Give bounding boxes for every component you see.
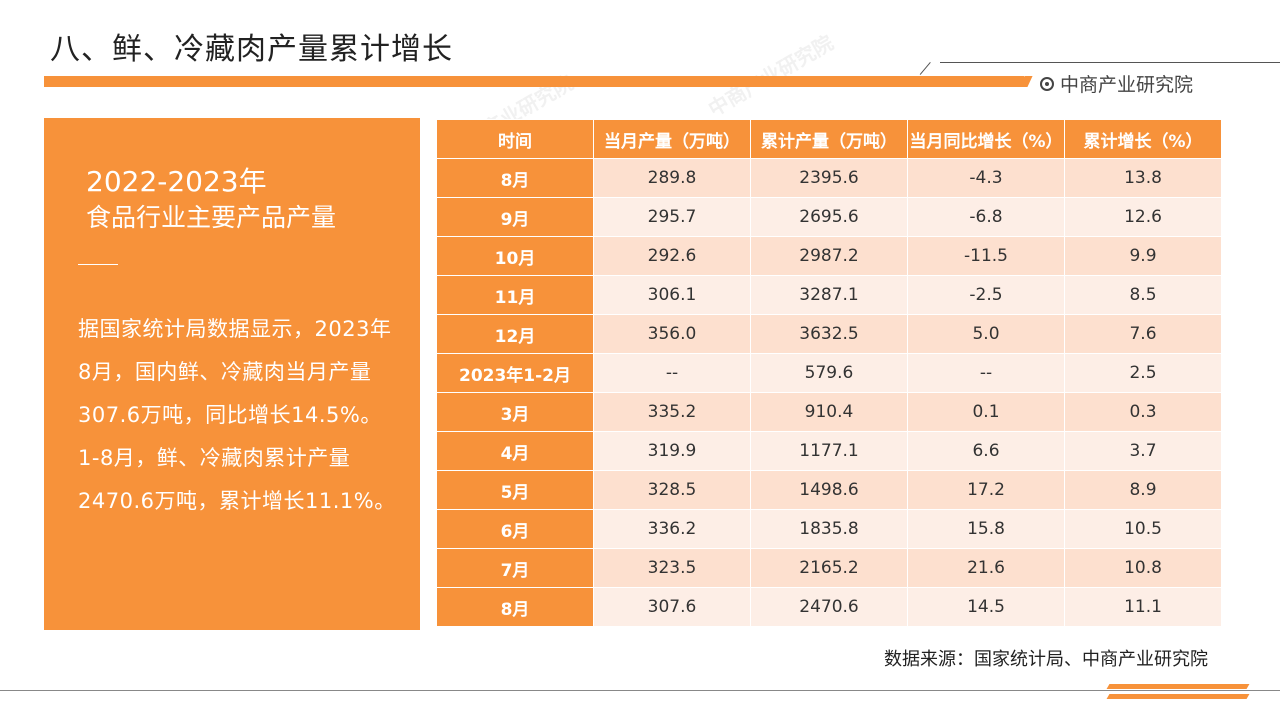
table-cell: 7.6 (1064, 314, 1222, 354)
table-row: 9月 295.7 2695.6 -6.8 12.6 (436, 197, 1222, 237)
table-cell: 9.9 (1064, 236, 1222, 276)
row-label: 3月 (436, 392, 594, 432)
table-cell: 307.6 (593, 587, 751, 627)
title-underline-bar (44, 76, 1024, 87)
table-cell: 1498.6 (750, 470, 908, 510)
table-cell: 5.0 (907, 314, 1065, 354)
header-stripes (1004, 76, 1044, 87)
table-row: 8月 289.8 2395.6 -4.3 13.8 (436, 158, 1222, 198)
table-row: 8月 307.6 2470.6 14.5 11.1 (436, 587, 1222, 627)
table-cell: 21.6 (907, 548, 1065, 588)
table-cell: 2695.6 (750, 197, 908, 237)
row-label: 4月 (436, 431, 594, 471)
table-cell: -11.5 (907, 236, 1065, 276)
table-cell: 910.4 (750, 392, 908, 432)
table-cell: 579.6 (750, 353, 908, 393)
footer-divider (0, 690, 1280, 691)
table-row: 12月 356.0 3632.5 5.0 7.6 (436, 314, 1222, 354)
brand-logo: 中商产业研究院 (1040, 70, 1193, 97)
table-row: 11月 306.1 3287.1 -2.5 8.5 (436, 275, 1222, 315)
table-cell: -- (907, 353, 1065, 393)
table-row: 5月 328.5 1498.6 17.2 8.9 (436, 470, 1222, 510)
table-cell: 2395.6 (750, 158, 908, 198)
table-cell: 10.8 (1064, 548, 1222, 588)
column-header: 当月同比增长（%） (907, 119, 1065, 159)
table-cell: 328.5 (593, 470, 751, 510)
row-label: 7月 (436, 548, 594, 588)
table-cell: 3287.1 (750, 275, 908, 315)
table-cell: 292.6 (593, 236, 751, 276)
production-table: 时间 当月产量（万吨） 累计产量（万吨） 当月同比增长（%） 累计增长（%） 8月 289… (436, 119, 1222, 627)
table-row: 7月 323.5 2165.2 21.6 10.8 (436, 548, 1222, 588)
table-cell: 0.1 (907, 392, 1065, 432)
row-label: 5月 (436, 470, 594, 510)
table-cell: 2470.6 (750, 587, 908, 627)
table-cell: -- (593, 353, 751, 393)
row-label: 8月 (436, 587, 594, 627)
summary-panel: 2022-2023年 食品行业主要产品产量 据国家统计局数据显示，2023年8月… (44, 118, 420, 630)
table-cell: 319.9 (593, 431, 751, 471)
row-label: 9月 (436, 197, 594, 237)
table-cell: 1177.1 (750, 431, 908, 471)
table-cell: 2165.2 (750, 548, 908, 588)
summary-year: 2022-2023年 (86, 165, 267, 198)
summary-subtitle: 食品行业主要产品产量 (86, 203, 337, 232)
watermark: 中商产业研究院 (704, 30, 838, 122)
table-cell: 335.2 (593, 392, 751, 432)
table-cell: 10.5 (1064, 509, 1222, 549)
table-row: 10月 292.6 2987.2 -11.5 9.9 (436, 236, 1222, 276)
column-header: 累计增长（%） (1064, 119, 1222, 159)
table-cell: 17.2 (907, 470, 1065, 510)
summary-divider (78, 264, 118, 265)
table-cell: 323.5 (593, 548, 751, 588)
table-header-row: 时间 当月产量（万吨） 累计产量（万吨） 当月同比增长（%） 累计增长（%） (436, 119, 1222, 159)
target-icon (1040, 76, 1054, 91)
table-cell: 8.5 (1064, 275, 1222, 315)
row-label: 2023年1-2月 (436, 353, 594, 393)
table-cell: 6.6 (907, 431, 1065, 471)
row-label: 11月 (436, 275, 594, 315)
table-cell: -4.3 (907, 158, 1065, 198)
table-cell: 3632.5 (750, 314, 908, 354)
footer-stripes (1106, 680, 1250, 702)
table-cell: 356.0 (593, 314, 751, 354)
header-divider-slant (919, 62, 931, 75)
page-title: 八、鲜、冷藏肉产量累计增长 (50, 32, 453, 67)
brand-name: 中商产业研究院 (1060, 74, 1194, 96)
header-divider (940, 62, 1280, 63)
table-cell: 12.6 (1064, 197, 1222, 237)
column-header: 当月产量（万吨） (593, 119, 751, 159)
row-label: 10月 (436, 236, 594, 276)
table-row: 3月 335.2 910.4 0.1 0.3 (436, 392, 1222, 432)
data-source: 数据来源：国家统计局、中商产业研究院 (884, 649, 1208, 670)
column-header: 时间 (436, 119, 594, 159)
table-cell: 289.8 (593, 158, 751, 198)
table-row: 2023年1-2月 -- 579.6 -- 2.5 (436, 353, 1222, 393)
column-header: 累计产量（万吨） (750, 119, 908, 159)
table-cell: 15.8 (907, 509, 1065, 549)
row-label: 8月 (436, 158, 594, 198)
table-cell: 0.3 (1064, 392, 1222, 432)
table-cell: 2987.2 (750, 236, 908, 276)
table-cell: -2.5 (907, 275, 1065, 315)
table-row: 4月 319.9 1177.1 6.6 3.7 (436, 431, 1222, 471)
table-cell: 11.1 (1064, 587, 1222, 627)
table-cell: 2.5 (1064, 353, 1222, 393)
table-cell: -6.8 (907, 197, 1065, 237)
table-cell: 8.9 (1064, 470, 1222, 510)
row-label: 12月 (436, 314, 594, 354)
table-cell: 295.7 (593, 197, 751, 237)
table-cell: 3.7 (1064, 431, 1222, 471)
table-cell: 306.1 (593, 275, 751, 315)
table-cell: 14.5 (907, 587, 1065, 627)
table-cell: 336.2 (593, 509, 751, 549)
table-row: 6月 336.2 1835.8 15.8 10.5 (436, 509, 1222, 549)
table-cell: 13.8 (1064, 158, 1222, 198)
row-label: 6月 (436, 509, 594, 549)
summary-text: 据国家统计局数据显示，2023年8月，国内鲜、冷藏肉当月产量307.6万吨，同比… (78, 317, 396, 513)
table-cell: 1835.8 (750, 509, 908, 549)
